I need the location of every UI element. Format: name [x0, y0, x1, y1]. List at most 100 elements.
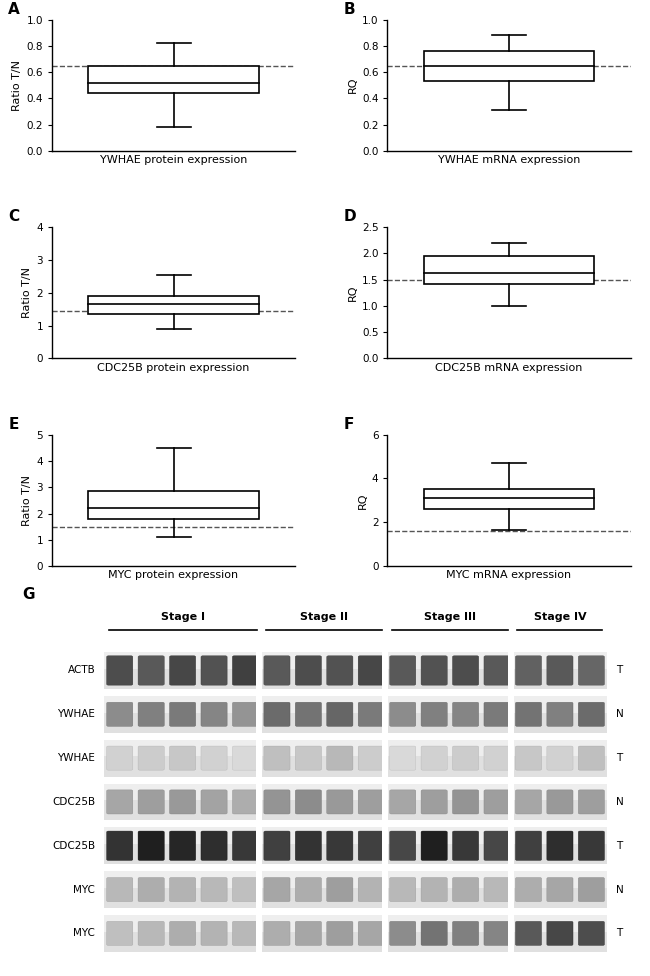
FancyBboxPatch shape [358, 746, 384, 770]
FancyBboxPatch shape [327, 877, 353, 902]
FancyBboxPatch shape [104, 784, 607, 821]
FancyBboxPatch shape [138, 832, 164, 861]
X-axis label: MYC protein expression: MYC protein expression [109, 570, 239, 581]
Text: A: A [8, 2, 20, 17]
FancyBboxPatch shape [515, 921, 541, 946]
FancyBboxPatch shape [104, 652, 607, 689]
FancyBboxPatch shape [484, 877, 510, 902]
FancyBboxPatch shape [107, 877, 133, 902]
Text: B: B [344, 2, 356, 17]
FancyBboxPatch shape [264, 656, 290, 685]
FancyBboxPatch shape [508, 637, 514, 966]
FancyBboxPatch shape [421, 746, 447, 770]
FancyBboxPatch shape [327, 790, 353, 814]
FancyBboxPatch shape [107, 790, 133, 814]
FancyBboxPatch shape [138, 877, 164, 902]
FancyBboxPatch shape [484, 921, 510, 946]
Text: T: T [616, 666, 622, 675]
FancyBboxPatch shape [138, 746, 164, 770]
FancyBboxPatch shape [578, 703, 604, 726]
FancyBboxPatch shape [515, 746, 541, 770]
FancyBboxPatch shape [170, 703, 196, 726]
FancyBboxPatch shape [389, 921, 416, 946]
FancyBboxPatch shape [138, 703, 164, 726]
FancyBboxPatch shape [327, 832, 353, 861]
FancyBboxPatch shape [201, 656, 227, 685]
FancyBboxPatch shape [295, 656, 322, 685]
FancyBboxPatch shape [104, 784, 607, 800]
FancyBboxPatch shape [389, 703, 416, 726]
Text: CDC25B: CDC25B [52, 840, 96, 851]
FancyBboxPatch shape [452, 832, 478, 861]
FancyBboxPatch shape [107, 921, 133, 946]
FancyBboxPatch shape [452, 790, 478, 814]
FancyBboxPatch shape [104, 828, 607, 844]
X-axis label: CDC25B mRNA expression: CDC25B mRNA expression [436, 363, 582, 373]
FancyBboxPatch shape [170, 832, 196, 861]
X-axis label: YWHAE protein expression: YWHAE protein expression [100, 155, 247, 165]
FancyBboxPatch shape [424, 256, 594, 284]
Text: E: E [8, 417, 19, 432]
FancyBboxPatch shape [295, 746, 322, 770]
FancyBboxPatch shape [107, 656, 133, 685]
FancyBboxPatch shape [88, 65, 259, 93]
FancyBboxPatch shape [547, 921, 573, 946]
FancyBboxPatch shape [327, 703, 353, 726]
Text: Stage IV: Stage IV [534, 613, 586, 623]
FancyBboxPatch shape [104, 872, 607, 888]
FancyBboxPatch shape [358, 921, 384, 946]
Y-axis label: RQ: RQ [348, 285, 358, 301]
FancyBboxPatch shape [104, 915, 607, 952]
FancyBboxPatch shape [484, 656, 510, 685]
FancyBboxPatch shape [264, 921, 290, 946]
FancyBboxPatch shape [484, 746, 510, 770]
FancyBboxPatch shape [327, 656, 353, 685]
FancyBboxPatch shape [264, 746, 290, 770]
FancyBboxPatch shape [452, 656, 478, 685]
FancyBboxPatch shape [515, 877, 541, 902]
FancyBboxPatch shape [452, 746, 478, 770]
FancyBboxPatch shape [515, 832, 541, 861]
FancyBboxPatch shape [389, 790, 416, 814]
FancyBboxPatch shape [104, 696, 607, 733]
FancyBboxPatch shape [104, 915, 607, 932]
FancyBboxPatch shape [264, 703, 290, 726]
FancyBboxPatch shape [515, 703, 541, 726]
FancyBboxPatch shape [170, 790, 196, 814]
Text: N: N [616, 884, 623, 895]
Y-axis label: Ratio T/N: Ratio T/N [22, 267, 32, 318]
FancyBboxPatch shape [170, 921, 196, 946]
Text: D: D [344, 210, 356, 224]
FancyBboxPatch shape [452, 877, 478, 902]
Text: T: T [616, 928, 622, 938]
FancyBboxPatch shape [424, 489, 594, 509]
FancyBboxPatch shape [421, 790, 447, 814]
Text: Stage III: Stage III [424, 613, 476, 623]
FancyBboxPatch shape [295, 832, 322, 861]
FancyBboxPatch shape [138, 921, 164, 946]
Y-axis label: Ratio T/N: Ratio T/N [12, 60, 22, 110]
FancyBboxPatch shape [547, 656, 573, 685]
FancyBboxPatch shape [104, 740, 607, 756]
FancyBboxPatch shape [107, 703, 133, 726]
FancyBboxPatch shape [107, 746, 133, 770]
FancyBboxPatch shape [170, 746, 196, 770]
X-axis label: MYC mRNA expression: MYC mRNA expression [447, 570, 571, 581]
FancyBboxPatch shape [484, 832, 510, 861]
FancyBboxPatch shape [547, 832, 573, 861]
Text: ACTB: ACTB [68, 666, 96, 675]
FancyBboxPatch shape [233, 790, 259, 814]
FancyBboxPatch shape [421, 656, 447, 685]
FancyBboxPatch shape [382, 637, 388, 966]
FancyBboxPatch shape [107, 832, 133, 861]
FancyBboxPatch shape [256, 637, 262, 966]
FancyBboxPatch shape [389, 746, 416, 770]
Text: MYC: MYC [73, 928, 96, 938]
FancyBboxPatch shape [484, 790, 510, 814]
FancyBboxPatch shape [233, 877, 259, 902]
Text: T: T [616, 840, 622, 851]
FancyBboxPatch shape [104, 652, 607, 669]
Y-axis label: RQ: RQ [348, 77, 358, 94]
FancyBboxPatch shape [424, 51, 594, 81]
FancyBboxPatch shape [484, 703, 510, 726]
